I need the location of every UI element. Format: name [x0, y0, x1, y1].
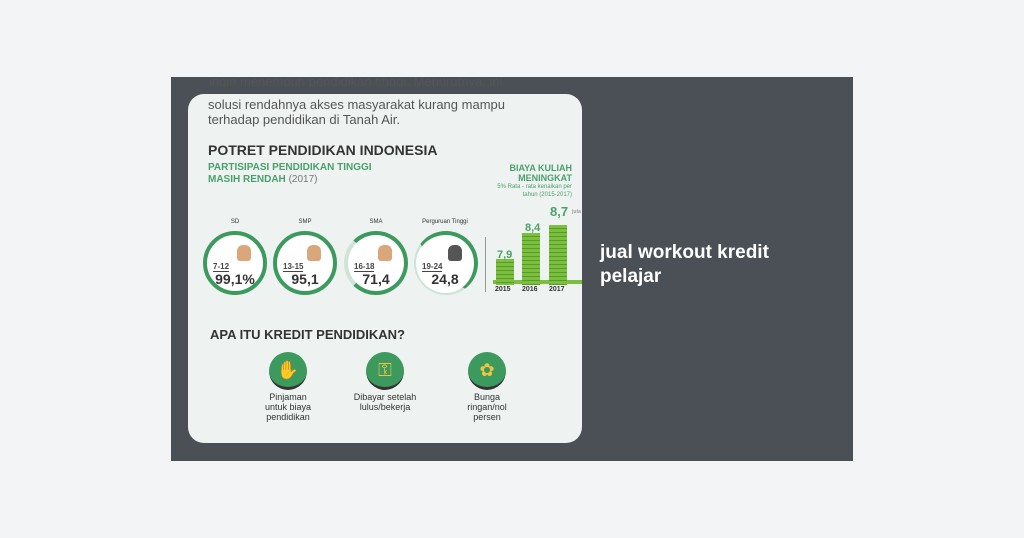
- bar-2017: [549, 225, 567, 285]
- level-pt: Perguruan Tinggi 19-24 24,8: [414, 219, 478, 295]
- cost-title-text: BIAYA KULIAH MENINGKAT: [509, 163, 572, 183]
- feature: ✿ Bunga ringan/nol persen: [442, 352, 532, 422]
- feature-text: Bunga ringan/nol persen: [467, 392, 507, 422]
- infographic-image: solusi rendahnya akses masyarakat kurang…: [188, 94, 582, 443]
- student-icon: [237, 245, 251, 261]
- post-title-link[interactable]: jual workout kredit pelajar: [600, 242, 769, 287]
- level-value: 95,1: [291, 271, 319, 287]
- cost-title: BIAYA KULIAH MENINGKAT 5% Rata - rata ken…: [482, 163, 572, 199]
- participation-year: (2017): [288, 174, 318, 185]
- plant-icon: ✿: [468, 352, 506, 390]
- money-hand-icon: ✋: [269, 352, 307, 390]
- intro-text: solusi rendahnya akses masyarakat kurang…: [208, 97, 505, 127]
- level-label: SD: [230, 219, 240, 225]
- student-icon: [378, 245, 392, 261]
- level-label: SMP: [298, 219, 312, 225]
- level-age: 16-18: [354, 262, 375, 272]
- key-icon: ⚿: [366, 352, 404, 390]
- feature-text: Dibayar setelah lulus/bekerja: [353, 392, 417, 412]
- level-age: 13-15: [283, 262, 304, 272]
- intro-cut-text: ingin menempuh pendidikan tinggi. Menuru…: [209, 77, 503, 87]
- credit-heading: APA ITU KREDIT PENDIDIKAN?: [210, 327, 405, 342]
- level-value: 24,8: [431, 271, 459, 287]
- graduate-icon: [448, 245, 462, 261]
- bar-value: 7,9: [497, 249, 513, 261]
- feature: ⚿ Dibayar setelah lulus/bekerja: [340, 352, 430, 412]
- cost-note: 5% Rata - rata kenaikan per tahun (2015-…: [497, 184, 572, 198]
- heading: POTRET PENDIDIKAN INDONESIA: [208, 142, 438, 158]
- bar-value: 8,4: [525, 222, 541, 234]
- level-age: 19-24: [422, 262, 443, 272]
- feature: ✋ Pinjaman untuk biaya pendidikan: [243, 352, 333, 422]
- bar-2015: [496, 259, 514, 285]
- level-sma: SMA 16-18 71,4: [344, 219, 408, 295]
- level-label: Perguruan Tinggi: [422, 219, 468, 225]
- level-sd: SD 7-12 99,1%: [203, 219, 267, 295]
- level-smp: SMP 13-15 95,1: [273, 219, 337, 295]
- bar-value: 8,7: [550, 204, 569, 219]
- bar-year: 2015: [495, 286, 511, 293]
- level-value: 71,4: [362, 271, 390, 287]
- bar-year: 2017: [549, 286, 565, 293]
- level-value: 99,1%: [215, 271, 255, 287]
- post-card[interactable]: ingin menempuh pendidikan tinggi. Menuru…: [171, 77, 853, 461]
- bar-year: 2016: [522, 286, 538, 293]
- bar-2016: [522, 233, 540, 285]
- cost-unit: juta: [572, 209, 581, 215]
- level-age: 7-12: [213, 262, 230, 272]
- student-icon: [307, 245, 321, 261]
- divider: [485, 237, 486, 292]
- level-label: SMA: [369, 219, 383, 225]
- participation-title: PARTISIPASI PENDIDIKAN TINGGI MASIH REND…: [208, 162, 388, 186]
- feature-text: Pinjaman untuk biaya pendidikan: [264, 392, 312, 422]
- participation-title-text: PARTISIPASI PENDIDIKAN TINGGI MASIH REND…: [208, 162, 372, 185]
